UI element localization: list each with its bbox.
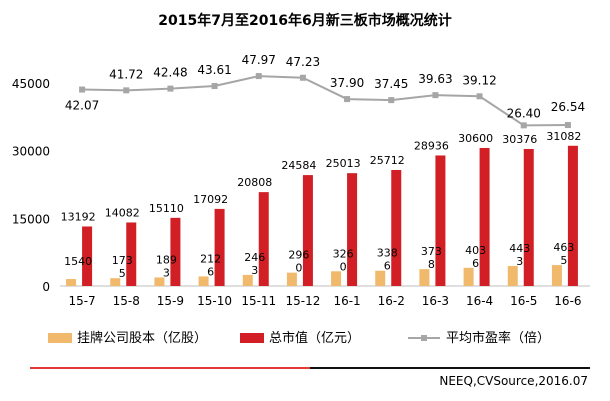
data-label-market-cap: 30600 bbox=[458, 132, 493, 145]
bar-market-cap bbox=[214, 208, 225, 286]
legend-swatch-market-cap bbox=[240, 333, 264, 343]
legend-swatch-shares bbox=[48, 333, 72, 343]
x-tick-label: 15-11 bbox=[241, 294, 276, 308]
data-label-pe: 42.07 bbox=[65, 99, 99, 113]
data-label-shares: 373 8 bbox=[421, 245, 442, 271]
pe-point bbox=[79, 86, 86, 93]
data-label-market-cap: 25013 bbox=[326, 157, 361, 170]
x-tick-label: 16-1 bbox=[333, 294, 360, 308]
data-label-shares: 443 3 bbox=[509, 242, 530, 268]
data-label-pe: 37.90 bbox=[330, 76, 364, 90]
bar-shares bbox=[286, 272, 297, 286]
data-label-shares: 463 5 bbox=[553, 241, 574, 267]
source-note: NEEQ,CVSource,2016.07 bbox=[439, 374, 588, 388]
y-tick-label: 30000 bbox=[12, 145, 50, 159]
x-tick-label: 16-5 bbox=[510, 294, 537, 308]
data-label-shares: 338 6 bbox=[377, 247, 398, 273]
x-tick-label: 15-8 bbox=[113, 294, 140, 308]
data-label-pe: 47.97 bbox=[242, 53, 276, 67]
data-label-shares: 212 6 bbox=[200, 252, 221, 278]
pe-point bbox=[255, 73, 262, 80]
bar-market-cap bbox=[126, 222, 137, 286]
bar-market-cap bbox=[82, 226, 93, 286]
data-label-market-cap: 28936 bbox=[414, 139, 449, 152]
pe-point bbox=[299, 74, 306, 81]
bar-shares bbox=[66, 279, 77, 286]
bar-market-cap bbox=[170, 217, 181, 286]
pe-point bbox=[564, 122, 571, 129]
data-label-pe: 47.23 bbox=[286, 55, 320, 69]
bar-market-cap bbox=[523, 148, 534, 286]
data-label-market-cap: 30376 bbox=[502, 133, 537, 146]
y-tick-label: 15000 bbox=[12, 212, 50, 226]
bar-shares bbox=[198, 276, 209, 286]
data-label-market-cap: 15110 bbox=[149, 202, 184, 215]
data-label-shares: 326 0 bbox=[333, 247, 354, 273]
data-label-pe: 42.48 bbox=[153, 66, 187, 80]
chart-title: 2015年7月至2016年6月新三板市场概况统计 bbox=[158, 13, 452, 29]
bar-shares bbox=[551, 265, 562, 286]
x-tick-label: 15-9 bbox=[157, 294, 184, 308]
data-label-shares: 246 3 bbox=[244, 251, 265, 277]
data-label-shares: 189 3 bbox=[156, 253, 177, 279]
bar-shares bbox=[110, 278, 121, 286]
pe-point bbox=[123, 87, 130, 94]
bar-shares bbox=[463, 267, 474, 286]
x-tick-label: 15-7 bbox=[68, 294, 95, 308]
pe-point bbox=[476, 93, 483, 100]
data-label-pe: 43.61 bbox=[197, 63, 231, 77]
pe-point bbox=[344, 96, 351, 103]
data-label-market-cap: 24584 bbox=[281, 159, 316, 172]
pe-point bbox=[388, 97, 395, 104]
x-tick-label: 16-6 bbox=[554, 294, 581, 308]
bar-market-cap bbox=[347, 173, 358, 286]
bar-shares bbox=[154, 277, 165, 286]
pe-point bbox=[432, 92, 439, 99]
data-label-market-cap: 31082 bbox=[546, 130, 581, 143]
bar-shares bbox=[507, 266, 518, 286]
bar-shares bbox=[419, 269, 430, 286]
bar-market-cap bbox=[567, 145, 578, 286]
data-label-shares: 403 6 bbox=[465, 244, 486, 270]
pe-line bbox=[82, 75, 568, 127]
data-label-market-cap: 20808 bbox=[237, 176, 272, 189]
y-tick-label: 45000 bbox=[12, 77, 50, 91]
pe-point bbox=[520, 122, 527, 129]
data-label-pe: 37.45 bbox=[374, 77, 408, 91]
data-label-pe: 41.72 bbox=[109, 67, 143, 81]
data-label-market-cap: 17092 bbox=[193, 193, 228, 206]
data-label-market-cap: 13192 bbox=[61, 210, 96, 223]
data-label-pe: 39.12 bbox=[462, 73, 496, 87]
footer-divider bbox=[30, 367, 590, 369]
x-tick-label: 16-3 bbox=[422, 294, 449, 308]
bar-market-cap bbox=[391, 170, 402, 286]
pe-point bbox=[167, 85, 174, 92]
data-label-pe: 26.40 bbox=[507, 106, 541, 120]
pe-point bbox=[211, 83, 218, 90]
bar-shares bbox=[331, 271, 342, 286]
data-label-market-cap: 14082 bbox=[105, 206, 140, 219]
y-tick-label: 0 bbox=[42, 280, 50, 294]
legend-label-market-cap: 总市值（亿元） bbox=[269, 330, 360, 346]
x-tick-label: 16-4 bbox=[466, 294, 493, 308]
legend-label-shares: 挂牌公司股本（亿股） bbox=[77, 330, 207, 346]
bar-market-cap bbox=[258, 192, 269, 286]
bar-shares bbox=[375, 270, 386, 286]
bar-market-cap bbox=[479, 147, 490, 286]
legend-label-pe: 平均市盈率（倍） bbox=[446, 330, 550, 346]
legend-marker-pe bbox=[421, 335, 427, 341]
bar-market-cap bbox=[435, 155, 446, 286]
data-label-market-cap: 25712 bbox=[370, 154, 405, 167]
data-label-pe: 39.63 bbox=[418, 72, 452, 86]
data-label-shares: 1540 bbox=[64, 255, 92, 268]
data-label-shares: 173 5 bbox=[112, 254, 133, 280]
data-label-shares: 296 0 bbox=[288, 249, 309, 275]
x-tick-label: 16-2 bbox=[378, 294, 405, 308]
bar-market-cap bbox=[302, 175, 313, 286]
data-label-pe: 26.54 bbox=[551, 100, 585, 114]
x-tick-label: 15-10 bbox=[197, 294, 232, 308]
bar-shares bbox=[242, 274, 253, 286]
x-tick-label: 15-12 bbox=[285, 294, 320, 308]
